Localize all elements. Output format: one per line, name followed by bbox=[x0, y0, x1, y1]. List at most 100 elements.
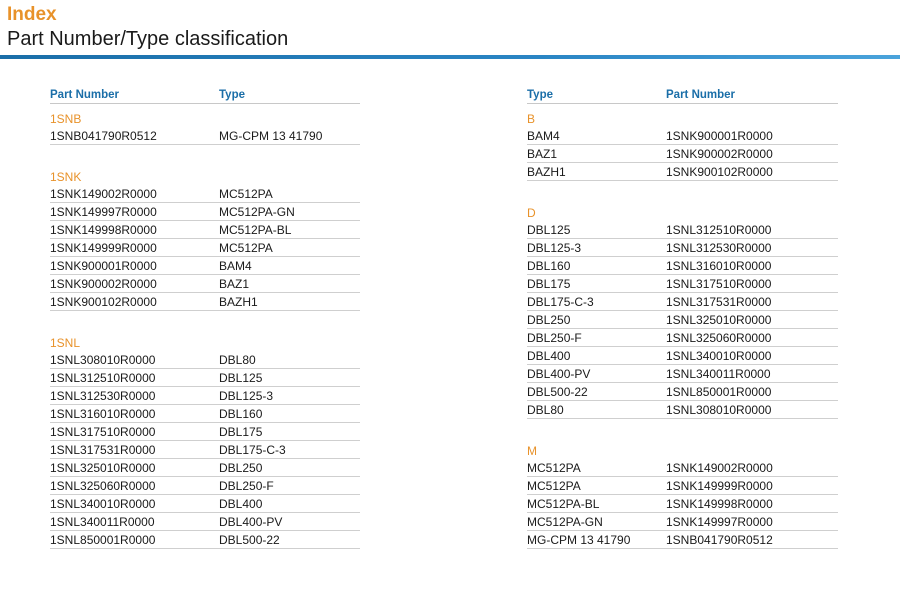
table-cell: BAM4 bbox=[219, 259, 252, 273]
table-cell: 1SNL340011R0000 bbox=[666, 367, 771, 381]
table-cell: 1SNK149997R0000 bbox=[666, 515, 773, 529]
group-section: 1SNB 1SNB041790R0512 MG-CPM 13 41790 bbox=[50, 111, 360, 145]
left-table-header: Part Number Type bbox=[50, 87, 360, 104]
table-row: 1SNL317531R0000 DBL175-C-3 bbox=[50, 442, 360, 459]
table-cell: DBL175-C-3 bbox=[219, 443, 286, 457]
table-cell: 1SNL316010R0000 bbox=[50, 407, 156, 421]
group-label: M bbox=[527, 444, 537, 458]
group-label: 1SNB bbox=[50, 112, 82, 126]
table-row: MC512PA 1SNK149999R0000 bbox=[527, 478, 838, 495]
table-cell: BAZH1 bbox=[527, 165, 566, 179]
table-cell: DBL125-3 bbox=[527, 241, 582, 255]
table-cell: DBL175 bbox=[527, 277, 571, 291]
group-section: M MC512PA 1SNK149002R0000 MC512PA 1SNK149999… bbox=[527, 443, 838, 549]
right-header-part-number: Part Number bbox=[666, 89, 736, 101]
table-cell: DBL80 bbox=[219, 353, 256, 367]
table-cell: DBL400 bbox=[527, 349, 571, 363]
table-cell: DBL175-C-3 bbox=[527, 295, 594, 309]
table-cell: 1SNL317510R0000 bbox=[666, 277, 772, 291]
table-cell: 1SNL317531R0000 bbox=[50, 443, 156, 457]
group-label: D bbox=[527, 206, 536, 220]
table-cell: 1SNL850001R0000 bbox=[666, 385, 772, 399]
table-cell: 1SNL340010R0000 bbox=[666, 349, 772, 363]
table-row: MG-CPM 13 41790 1SNB041790R0512 bbox=[527, 532, 838, 549]
table-row: MC512PA-BL 1SNK149998R0000 bbox=[527, 496, 838, 513]
table-cell: DBL400-PV bbox=[219, 515, 283, 529]
table-row: DBL500-22 1SNL850001R0000 bbox=[527, 384, 838, 401]
table-row: 1SNK149002R0000 MC512PA bbox=[50, 186, 360, 203]
table-cell: DBL175 bbox=[219, 425, 263, 439]
table-cell: 1SNK149998R0000 bbox=[666, 497, 773, 511]
table-cell: BAZH1 bbox=[219, 295, 258, 309]
table-cell: DBL500-22 bbox=[219, 533, 280, 547]
table-cell: 1SNK900001R0000 bbox=[50, 259, 157, 273]
table-cell: DBL160 bbox=[527, 259, 571, 273]
table-cell: DBL250-F bbox=[527, 331, 582, 345]
page-title: Part Number/Type classification bbox=[7, 28, 289, 50]
table-cell: MC512PA-BL bbox=[527, 497, 600, 511]
table-row: 1SNK900001R0000 BAM4 bbox=[50, 258, 360, 275]
table-cell: MG-CPM 13 41790 bbox=[219, 129, 323, 143]
table-row: 1SNB041790R0512 MG-CPM 13 41790 bbox=[50, 128, 360, 145]
table-row: 1SNL317510R0000 DBL175 bbox=[50, 424, 360, 441]
table-cell: MC512PA bbox=[527, 479, 581, 493]
left-header-part-number: Part Number bbox=[50, 89, 120, 101]
table-cell: DBL160 bbox=[219, 407, 263, 421]
table-cell: 1SNL340011R0000 bbox=[50, 515, 155, 529]
table-row: DBL400-PV 1SNL340011R0000 bbox=[527, 366, 838, 383]
table-row: 1SNK900102R0000 BAZH1 bbox=[50, 294, 360, 311]
table-cell: 1SNK149999R0000 bbox=[666, 479, 773, 493]
table-cell: BAZ1 bbox=[219, 277, 250, 291]
table-cell: MC512PA-BL bbox=[219, 223, 292, 237]
table-cell: 1SNL312530R0000 bbox=[50, 389, 156, 403]
table-row: 1SNK900002R0000 BAZ1 bbox=[50, 276, 360, 293]
table-cell: 1SNK900002R0000 bbox=[50, 277, 157, 291]
table-cell: 1SNL308010R0000 bbox=[50, 353, 156, 367]
table-cell: DBL400 bbox=[219, 497, 263, 511]
table-row: BAZH1 1SNK900102R0000 bbox=[527, 164, 838, 181]
table-row: 1SNK149998R0000 MC512PA-BL bbox=[50, 222, 360, 239]
table-cell: 1SNL850001R0000 bbox=[50, 533, 156, 547]
left-table: Part Number Type 1SNB 1SNB041790R0512 MG-C… bbox=[50, 87, 360, 549]
table-row: 1SNL308010R0000 DBL80 bbox=[50, 352, 360, 369]
table-cell: DBL80 bbox=[527, 403, 564, 417]
table-cell: DBL500-22 bbox=[527, 385, 588, 399]
right-table-header: Type Part Number bbox=[527, 87, 838, 104]
table-cell: MC512PA bbox=[527, 461, 581, 475]
table-cell: DBL125 bbox=[219, 371, 263, 385]
table-cell: MC512PA-GN bbox=[527, 515, 603, 529]
table-cell: MG-CPM 13 41790 bbox=[527, 533, 631, 547]
table-cell: 1SNL325010R0000 bbox=[50, 461, 156, 475]
table-row: MC512PA 1SNK149002R0000 bbox=[527, 460, 838, 477]
table-cell: DBL400-PV bbox=[527, 367, 591, 381]
group-label: 1SNK bbox=[50, 170, 82, 184]
index-label: Index bbox=[7, 4, 57, 25]
table-row: BAZ1 1SNK900002R0000 bbox=[527, 146, 838, 163]
table-row: 1SNL312530R0000 DBL125-3 bbox=[50, 388, 360, 405]
table-row: 1SNL325060R0000 DBL250-F bbox=[50, 478, 360, 495]
table-cell: 1SNB041790R0512 bbox=[50, 129, 157, 143]
group-label: B bbox=[527, 112, 536, 126]
table-cell: 1SNL312510R0000 bbox=[50, 371, 156, 385]
table-row: DBL175-C-3 1SNL317531R0000 bbox=[527, 294, 838, 311]
table-row: 1SNL316010R0000 DBL160 bbox=[50, 406, 360, 423]
table-cell: DBL250 bbox=[219, 461, 263, 475]
table-row: 1SNL325010R0000 DBL250 bbox=[50, 460, 360, 477]
table-cell: 1SNL312510R0000 bbox=[666, 223, 772, 237]
group-section: 1SNL 1SNL308010R0000 DBL80 1SNL312510R0000 D… bbox=[50, 335, 360, 549]
table-row: MC512PA-GN 1SNK149997R0000 bbox=[527, 514, 838, 531]
group-section: D DBL125 1SNL312510R0000 DBL125-3 1SNL312530… bbox=[527, 205, 838, 419]
group-section: B BAM4 1SNK900001R0000 BAZ1 1SNK900002R0000 B… bbox=[527, 111, 838, 181]
group-section: 1SNK 1SNK149002R0000 MC512PA 1SNK149997R000… bbox=[50, 169, 360, 311]
table-row: 1SNL850001R0000 DBL500-22 bbox=[50, 532, 360, 549]
table-row: DBL400 1SNL340010R0000 bbox=[527, 348, 838, 365]
table-row: 1SNK149997R0000 MC512PA-GN bbox=[50, 204, 360, 221]
table-cell: 1SNL308010R0000 bbox=[666, 403, 772, 417]
table-row: DBL175 1SNL317510R0000 bbox=[527, 276, 838, 293]
page-header: Index Part Number/Type classification bbox=[7, 4, 288, 52]
table-cell: 1SNK900001R0000 bbox=[666, 129, 773, 143]
table-cell: DBL125 bbox=[527, 223, 571, 237]
table-row: DBL125 1SNL312510R0000 bbox=[527, 222, 838, 239]
table-cell: DBL250 bbox=[527, 313, 571, 327]
table-row: DBL250-F 1SNL325060R0000 bbox=[527, 330, 838, 347]
